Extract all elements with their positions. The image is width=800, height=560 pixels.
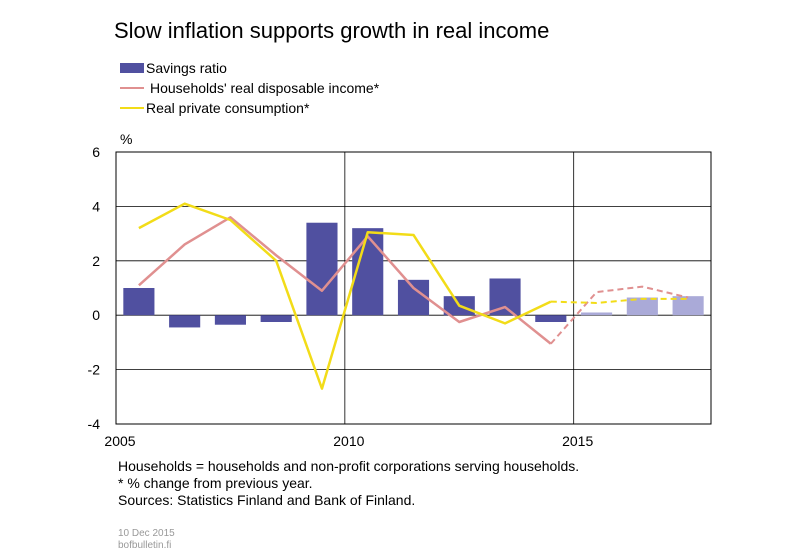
bar-savings-ratio-2015 [581, 312, 613, 316]
y-tick-label: -2 [88, 362, 101, 378]
line-disposable-income-forecast [550, 285, 689, 345]
legend-label: Households' real disposable income* [150, 80, 380, 96]
chart-notes: Households = households and non-profit c… [118, 458, 579, 509]
bar-savings-ratio-2016 [626, 297, 658, 316]
plot-frame [115, 151, 712, 425]
line-private-consumption-forecast [550, 297, 689, 304]
note-percent-change: * % change from previous year. [118, 475, 313, 491]
legend-item-private-consumption: Real private consumption* [120, 98, 379, 118]
bar-savings-ratio-2006 [169, 315, 201, 328]
y-tick-label: 0 [92, 307, 100, 323]
note-sources: Sources: Statistics Finland and Bank of … [118, 492, 416, 508]
footer-site: bofbulletin.fi [118, 540, 172, 551]
x-tick-label-2010: 2010 [333, 433, 364, 449]
bar-savings-ratio-2011 [397, 279, 430, 316]
bar-savings-ratio-2014 [535, 315, 567, 322]
bar-savings-ratio-2008 [260, 315, 292, 322]
bar-savings-ratio-2017 [672, 296, 704, 316]
legend-swatch-line [120, 107, 144, 109]
legend: Savings ratio Households' real disposabl… [120, 58, 379, 118]
y-unit-label: % [120, 131, 132, 147]
footer-date: 10 Dec 2015 [118, 528, 175, 539]
bar-savings-ratio-2009 [306, 222, 338, 316]
x-tick-label-2005: 2005 [104, 433, 135, 449]
y-tick-label: 6 [92, 144, 100, 160]
chart-title: Slow inflation supports growth in real i… [114, 18, 550, 43]
bar-savings-ratio-2005 [123, 288, 155, 316]
note-households: Households = households and non-profit c… [118, 458, 580, 474]
y-tick-label: 4 [92, 198, 100, 214]
legend-item-savings-ratio: Savings ratio [120, 58, 379, 78]
legend-label: Real private consumption* [146, 100, 310, 116]
legend-swatch-bar [120, 63, 144, 73]
legend-label: Savings ratio [146, 60, 227, 76]
bar-savings-ratio-2007 [214, 315, 246, 325]
y-tick-label: -4 [88, 416, 101, 432]
legend-swatch-line [120, 87, 144, 89]
bar-savings-ratio-2013 [489, 278, 521, 316]
line-private-consumption [138, 202, 552, 390]
x-tick-label-2015: 2015 [562, 433, 593, 449]
y-tick-label: 2 [92, 253, 100, 269]
legend-item-disposable-income: Households' real disposable income* [120, 78, 379, 98]
footer: 10 Dec 2015 bofbulletin.fi [118, 528, 175, 552]
